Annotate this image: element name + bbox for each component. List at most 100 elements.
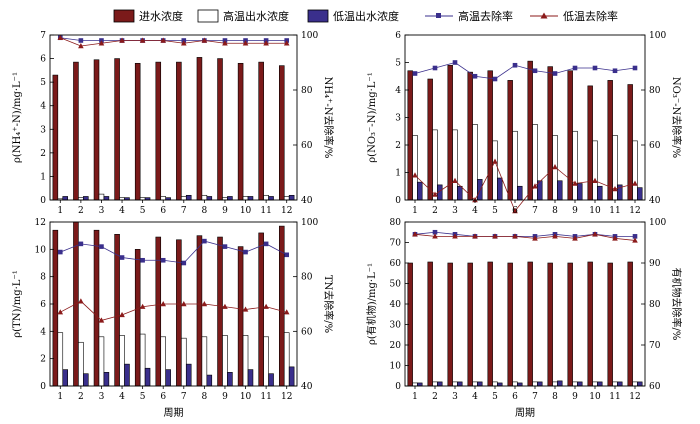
bar-s0-6 — [507, 80, 513, 201]
bar-s2-1 — [417, 382, 423, 387]
bar-s1-12 — [283, 332, 290, 387]
bar-s2-11 — [268, 373, 274, 387]
bar-s0-2 — [73, 61, 79, 201]
x-tick-label: 3 — [452, 206, 458, 216]
x-tick-label: 7 — [532, 392, 538, 402]
bar-s2-12 — [637, 187, 643, 201]
bar-s2-10 — [597, 381, 603, 387]
x-tick-label: 10 — [240, 392, 252, 402]
y2-tick-label: 40 — [301, 196, 313, 206]
x-tick-label: 4 — [119, 206, 125, 216]
removal-point-low-12 — [632, 180, 638, 186]
x-tick-label: 5 — [492, 392, 498, 402]
x-tick-label: 9 — [572, 206, 578, 216]
bar-s2-1 — [62, 369, 68, 387]
removal-point-high-11 — [612, 68, 618, 74]
x-tick-label: 6 — [512, 206, 518, 216]
removal-point-high-5 — [492, 76, 498, 82]
removal-point-low-7 — [532, 183, 538, 189]
legend: 进水浓度 高温出水浓度 低温出水浓度 高温去除率 低温去除率 — [113, 9, 618, 23]
legend-marker-high-removal — [436, 13, 441, 18]
y-tick-label: 80 — [390, 218, 402, 228]
legend-label-low-effluent: 低温出水浓度 — [333, 9, 399, 23]
removal-point-high-7 — [532, 68, 538, 74]
removal-point-high-3 — [99, 244, 104, 249]
y-tick-label: 7 — [40, 31, 46, 41]
bar-s2-8 — [557, 380, 563, 387]
plot-frame — [49, 34, 298, 201]
bar-s0-6 — [507, 262, 513, 387]
x-tick-label: 3 — [452, 392, 458, 402]
y-tick-label: 4 — [40, 102, 46, 112]
bar-s2-10 — [247, 196, 254, 201]
bar-s1-12 — [632, 381, 638, 387]
removal-point-high-8 — [552, 71, 558, 76]
bar-s0-11 — [258, 232, 264, 387]
legend-swatch-high-effluent — [197, 9, 219, 23]
x-tick-label: 10 — [589, 392, 601, 402]
y-tick-label: 12 — [35, 218, 46, 228]
removal-point-low-3 — [98, 317, 105, 323]
y-tick-label: 0 — [395, 196, 401, 206]
y2-axis-title: TN去除率/% — [322, 275, 335, 333]
removal-point-low-10 — [242, 306, 249, 312]
removal-point-high-1 — [57, 249, 63, 255]
removal-point-high-9 — [222, 244, 228, 249]
x-tick-label: 5 — [140, 206, 146, 216]
bar-s1-7 — [181, 196, 187, 201]
bar-s0-7 — [527, 261, 533, 387]
y-tick-label: 1 — [395, 169, 401, 179]
x-tick-label: 6 — [160, 206, 166, 216]
bar-s2-9 — [227, 372, 233, 387]
y2-tick-label: 60 — [301, 141, 313, 151]
bar-s2-5 — [144, 367, 151, 387]
y-tick-label: 0 — [395, 382, 401, 392]
removal-line-1 — [60, 37, 287, 47]
bar-s1-2 — [432, 129, 438, 201]
removal-point-low-10 — [592, 177, 598, 183]
x-tick-label: 1 — [412, 392, 418, 402]
removal-point-low-10 — [242, 40, 249, 46]
bar-s0-6 — [155, 61, 162, 201]
bar-s2-1 — [417, 181, 423, 201]
bar-s0-10 — [587, 261, 593, 387]
bar-s2-2 — [83, 196, 89, 201]
bar-s1-8 — [201, 194, 208, 201]
x-tick-label: 9 — [222, 392, 228, 402]
bar-s2-6 — [517, 185, 523, 201]
bar-s1-10 — [242, 335, 249, 387]
y2-tick-label: 90 — [649, 259, 661, 269]
removal-point-low-4 — [119, 311, 125, 318]
bar-s1-11 — [263, 194, 269, 201]
y2-axis-title: NH₄⁺-N去除率/% — [322, 77, 335, 159]
bar-s2-4 — [124, 363, 130, 387]
bar-s1-6 — [512, 381, 518, 387]
removal-point-low-6 — [512, 233, 518, 239]
y-tick-label: 4 — [40, 327, 46, 337]
y-tick-label: 2 — [40, 149, 46, 159]
bar-s2-4 — [477, 179, 483, 201]
bar-s1-2 — [78, 341, 84, 387]
bar-s2-4 — [477, 381, 483, 387]
removal-point-low-1 — [57, 309, 64, 315]
y-tick-label: 4 — [395, 86, 401, 96]
legend-label-low-removal: 低温去除率 — [563, 9, 618, 23]
removal-point-low-8 — [552, 164, 558, 170]
removal-point-low-8 — [552, 233, 558, 239]
y2-tick-label: 40 — [301, 382, 313, 392]
y-tick-label: 0 — [40, 382, 46, 392]
bar-s0-4 — [467, 262, 473, 387]
removal-point-low-10 — [592, 231, 598, 237]
y2-tick-label: 100 — [301, 218, 318, 228]
bar-s2-11 — [268, 196, 274, 201]
y-tick-label: 10 — [35, 245, 47, 255]
removal-point-low-11 — [612, 186, 618, 192]
bar-s0-3 — [447, 64, 453, 201]
x-tick-label: 1 — [412, 206, 418, 216]
x-tick-label: 12 — [281, 392, 292, 402]
removal-point-low-9 — [572, 180, 578, 186]
bar-s0-3 — [93, 229, 100, 387]
